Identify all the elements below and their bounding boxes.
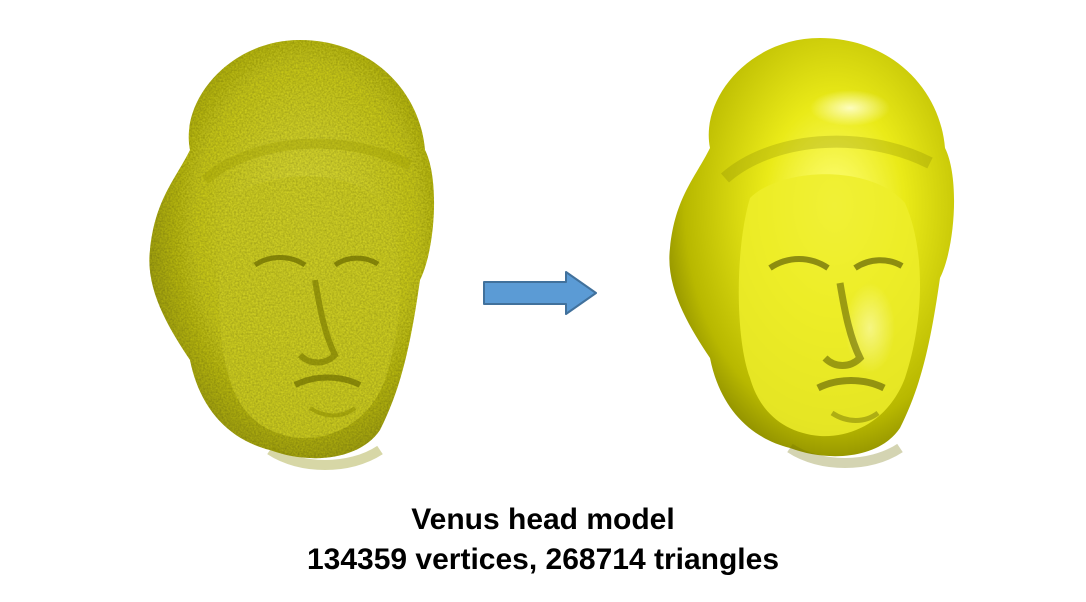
caption-stats: 134359 vertices, 268714 triangles — [0, 540, 1086, 580]
venus-head-noisy-image — [120, 30, 450, 470]
figure-caption: Venus head model 134359 vertices, 268714… — [0, 500, 1086, 580]
right-arrow-icon — [480, 270, 600, 316]
caption-title: Venus head model — [0, 500, 1086, 540]
venus-head-smooth-image — [640, 28, 970, 468]
